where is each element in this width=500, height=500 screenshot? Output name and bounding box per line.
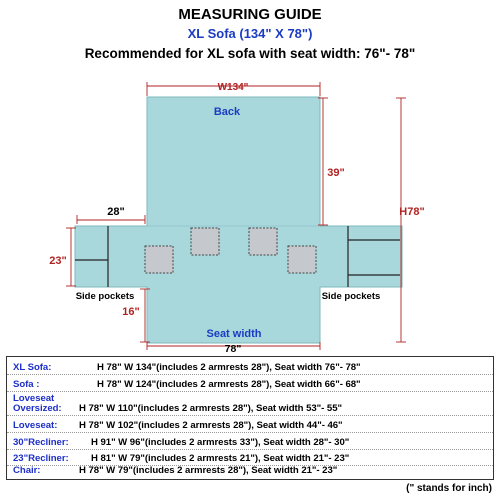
back-drop-label: 39" [327, 167, 344, 179]
seat-width-dim-label: 78" [225, 343, 242, 355]
guide-title: MEASURING GUIDE [178, 6, 322, 23]
row-name: Loveseat Oversized: [13, 394, 62, 414]
row-desc: H 81" W 79"(includes 2 armrests 21"), Se… [91, 453, 350, 464]
armrest-width-label: 28" [107, 206, 124, 218]
table-row: Chair: H 78" W 79"(includes 2 armrests 2… [7, 463, 493, 478]
strap-pad-4 [287, 245, 317, 274]
row-name-line1: Loveseat [13, 393, 55, 404]
row-desc: H 78" W 79"(includes 2 armrests 28"), Se… [79, 465, 338, 476]
row-name: Sofa : [13, 379, 40, 390]
table-row: Loveseat: H 78" W 102"(includes 2 armres… [7, 418, 493, 433]
row-desc: H 78" W 124"(includes 2 armrests 28"), S… [97, 379, 361, 390]
row-name: Chair: [13, 465, 41, 476]
table-row: 23"Recliner: H 81" W 79"(includes 2 armr… [7, 451, 493, 466]
cover-diagram: Back Seat width Side pockets Side pocket… [49, 82, 425, 355]
strap-pad-3 [248, 227, 278, 256]
size-table: XL Sofa: H 78" W 134"(includes 2 armrest… [6, 356, 494, 480]
recommendation-line: Recommended for XL sofa with seat width:… [84, 46, 416, 61]
row-desc: H 78" W 110"(includes 2 armrests 28"), S… [79, 403, 342, 414]
back-label: Back [214, 106, 241, 118]
row-name: XL Sofa: [13, 362, 52, 373]
row-name: 30"Recliner: [13, 437, 69, 448]
armrest-height-label: 23" [49, 255, 66, 267]
total-height-label: H78" [399, 206, 424, 218]
side-pockets-left-label: Side pockets [76, 291, 135, 302]
right-side-pocket [347, 226, 400, 287]
row-desc: H 78" W 134"(includes 2 armrests 28"), S… [97, 362, 361, 373]
row-desc: H 91" W 96"(includes 2 armrests 33"), Se… [91, 437, 350, 448]
side-pockets-right-label: Side pockets [322, 291, 381, 302]
strap-pad-2 [190, 227, 220, 256]
table-row: Loveseat Oversized: H 78" W 110"(include… [7, 394, 493, 416]
table-row: 30"Recliner: H 91" W 96"(includes 2 armr… [7, 435, 493, 450]
row-name: 23"Recliner: [13, 453, 69, 464]
total-width-label: W134" [218, 82, 249, 93]
left-side-pocket [75, 226, 109, 287]
strap-pad-1 [144, 245, 174, 274]
inch-note: (" stands for inch) [406, 483, 492, 494]
seat-width-label: Seat width [206, 328, 261, 340]
table-row: Sofa : H 78" W 124"(includes 2 armrests … [7, 377, 493, 392]
row-name-line2: Oversized: [13, 403, 62, 414]
row-desc: H 78" W 102"(includes 2 armrests 28"), S… [79, 420, 343, 431]
table-row: XL Sofa: H 78" W 134"(includes 2 armrest… [7, 360, 493, 375]
row-name: Loveseat: [13, 420, 58, 431]
front-drop-label: 16" [122, 306, 139, 318]
product-subtitle: XL Sofa (134" X 78") [187, 26, 313, 41]
